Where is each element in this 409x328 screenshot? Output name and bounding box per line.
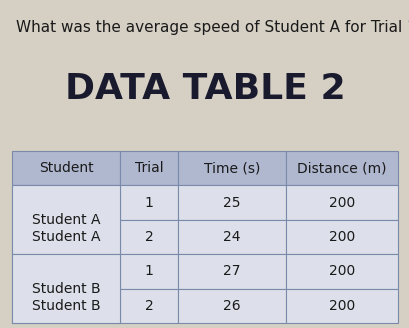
Text: 25: 25 xyxy=(222,195,240,210)
Text: 200: 200 xyxy=(328,299,354,313)
Text: 26: 26 xyxy=(222,299,240,313)
Text: 27: 27 xyxy=(222,264,240,278)
Text: Student: Student xyxy=(39,161,93,175)
Text: 1: 1 xyxy=(144,264,153,278)
Text: 2: 2 xyxy=(144,299,153,313)
Text: 1: 1 xyxy=(144,195,153,210)
Text: 200: 200 xyxy=(328,230,354,244)
Text: Student B: Student B xyxy=(32,299,100,313)
Text: Student B: Student B xyxy=(32,282,100,296)
Text: Time (s): Time (s) xyxy=(203,161,260,175)
Text: Student A: Student A xyxy=(32,213,100,227)
Text: Trial: Trial xyxy=(135,161,163,175)
Text: DATA TABLE 2: DATA TABLE 2 xyxy=(65,72,344,106)
Text: 2: 2 xyxy=(144,230,153,244)
Text: What was the average speed of Student A for Trial 1?: What was the average speed of Student A … xyxy=(16,20,409,35)
Text: 200: 200 xyxy=(328,264,354,278)
Text: 24: 24 xyxy=(222,230,240,244)
Text: 200: 200 xyxy=(328,195,354,210)
Text: Student A: Student A xyxy=(32,230,100,244)
Text: Distance (m): Distance (m) xyxy=(297,161,386,175)
